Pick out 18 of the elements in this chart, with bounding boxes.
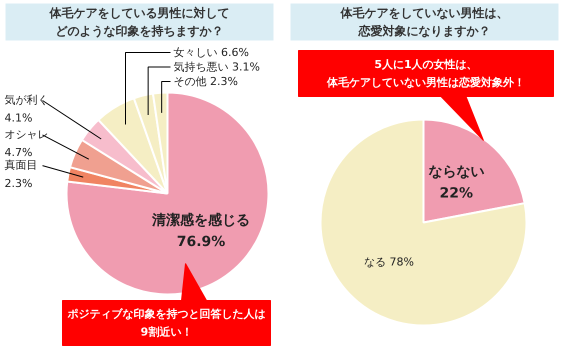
chart-title: 体毛ケアをしている男性に対してどのような印象を持ちますか？ [48, 6, 230, 38]
data-label: 4.7% [4, 146, 32, 160]
slice-label: 清潔感を感じる [151, 212, 250, 228]
data-label: 4.1% [4, 112, 32, 125]
slice-label: オシャレ [4, 128, 48, 141]
slice-label: 女々しい 6.6% [174, 46, 249, 59]
data-label: 76.9% [176, 234, 226, 250]
slice-label: その他 2.3% [174, 75, 238, 88]
slice-label: ならない [428, 164, 484, 180]
slice-label: なる 78% [364, 256, 414, 269]
chart-title: 体毛ケアをしていない男性は、恋愛対象になりますか？ [340, 6, 508, 38]
text: ポジティブな印象を持つと回答した人は9割近い！ [66, 307, 266, 339]
data-label: 2.3% [4, 176, 32, 190]
slice-label: 真面目 [4, 158, 38, 172]
slice-label: 気持ち悪い 3.1% [174, 60, 260, 74]
text: 5人に1人の女性は、体毛ケアしていない男性は恋愛対象外！ [326, 58, 525, 90]
slice-label: 気が利く [4, 94, 48, 107]
data-label: 22% [440, 186, 474, 202]
